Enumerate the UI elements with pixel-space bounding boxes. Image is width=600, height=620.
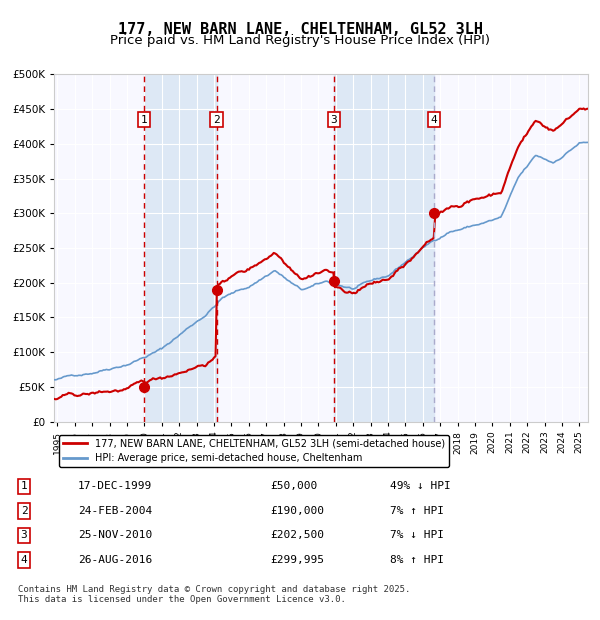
Text: £190,000: £190,000 [270, 506, 324, 516]
Text: 177, NEW BARN LANE, CHELTENHAM, GL52 3LH: 177, NEW BARN LANE, CHELTENHAM, GL52 3LH [118, 22, 482, 37]
Text: 25-NOV-2010: 25-NOV-2010 [78, 531, 152, 541]
Text: Price paid vs. HM Land Registry's House Price Index (HPI): Price paid vs. HM Land Registry's House … [110, 34, 490, 47]
Bar [144, 74, 217, 422]
Legend: 177, NEW BARN LANE, CHELTENHAM, GL52 3LH (semi-detached house), HPI: Average pri: 177, NEW BARN LANE, CHELTENHAM, GL52 3LH… [59, 435, 449, 467]
Text: 26-AUG-2016: 26-AUG-2016 [78, 555, 152, 565]
Text: 7% ↑ HPI: 7% ↑ HPI [390, 506, 444, 516]
Text: 1: 1 [140, 115, 147, 125]
Text: £50,000: £50,000 [270, 481, 317, 491]
Text: 8% ↑ HPI: 8% ↑ HPI [390, 555, 444, 565]
Text: 3: 3 [331, 115, 337, 125]
Text: 2: 2 [20, 506, 28, 516]
Text: 7% ↓ HPI: 7% ↓ HPI [390, 531, 444, 541]
Text: 4: 4 [431, 115, 437, 125]
Text: £299,995: £299,995 [270, 555, 324, 565]
Text: £202,500: £202,500 [270, 531, 324, 541]
Text: 4: 4 [20, 555, 28, 565]
Text: 49% ↓ HPI: 49% ↓ HPI [390, 481, 451, 491]
Text: 17-DEC-1999: 17-DEC-1999 [78, 481, 152, 491]
Text: 2: 2 [213, 115, 220, 125]
Bar [334, 74, 434, 422]
Text: 1: 1 [20, 481, 28, 491]
Text: 24-FEB-2004: 24-FEB-2004 [78, 506, 152, 516]
Text: Contains HM Land Registry data © Crown copyright and database right 2025.
This d: Contains HM Land Registry data © Crown c… [18, 585, 410, 604]
Text: 3: 3 [20, 531, 28, 541]
